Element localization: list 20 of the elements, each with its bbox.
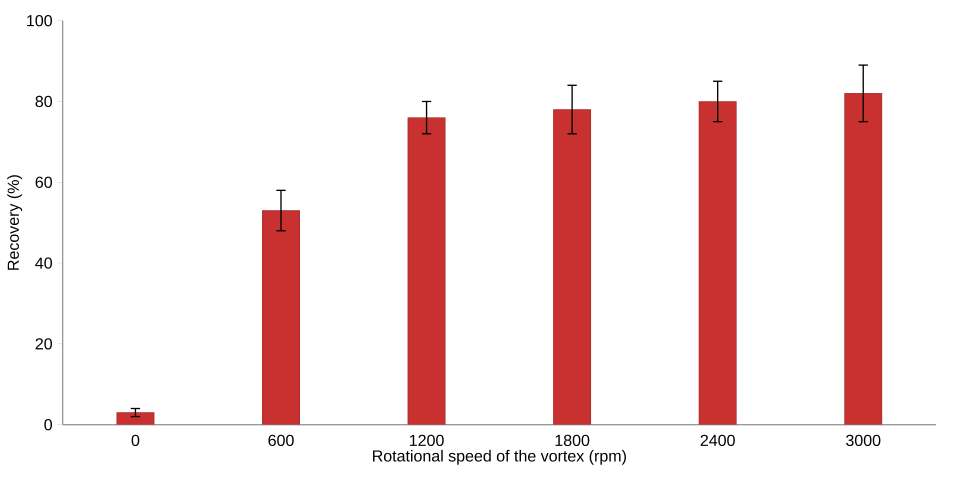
x-tick-label: 3000	[846, 434, 880, 446]
x-tick-label: 600	[268, 434, 294, 446]
bar	[116, 412, 154, 425]
y-axis-title: Recovery (%)	[7, 175, 22, 270]
bar	[553, 109, 592, 425]
x-tick-label: 1800	[556, 434, 590, 446]
y-tick-label: 40	[35, 257, 52, 269]
x-tick-label: 1200	[410, 434, 444, 446]
y-tick-label: 60	[36, 176, 52, 188]
x-tick-label: 0	[132, 434, 140, 446]
x-tick-label: 2400	[700, 434, 735, 446]
bar	[844, 93, 882, 425]
bar	[698, 101, 737, 425]
y-tick-label: 0	[44, 419, 52, 430]
x-axis-title: Rotational speed of the vortex (rpm)	[373, 450, 626, 465]
bar	[262, 210, 300, 425]
y-tick-label: 80	[36, 96, 52, 108]
y-tick-label: 20	[36, 338, 52, 350]
bar	[408, 117, 446, 425]
y-tick-label: 100	[27, 15, 52, 26]
